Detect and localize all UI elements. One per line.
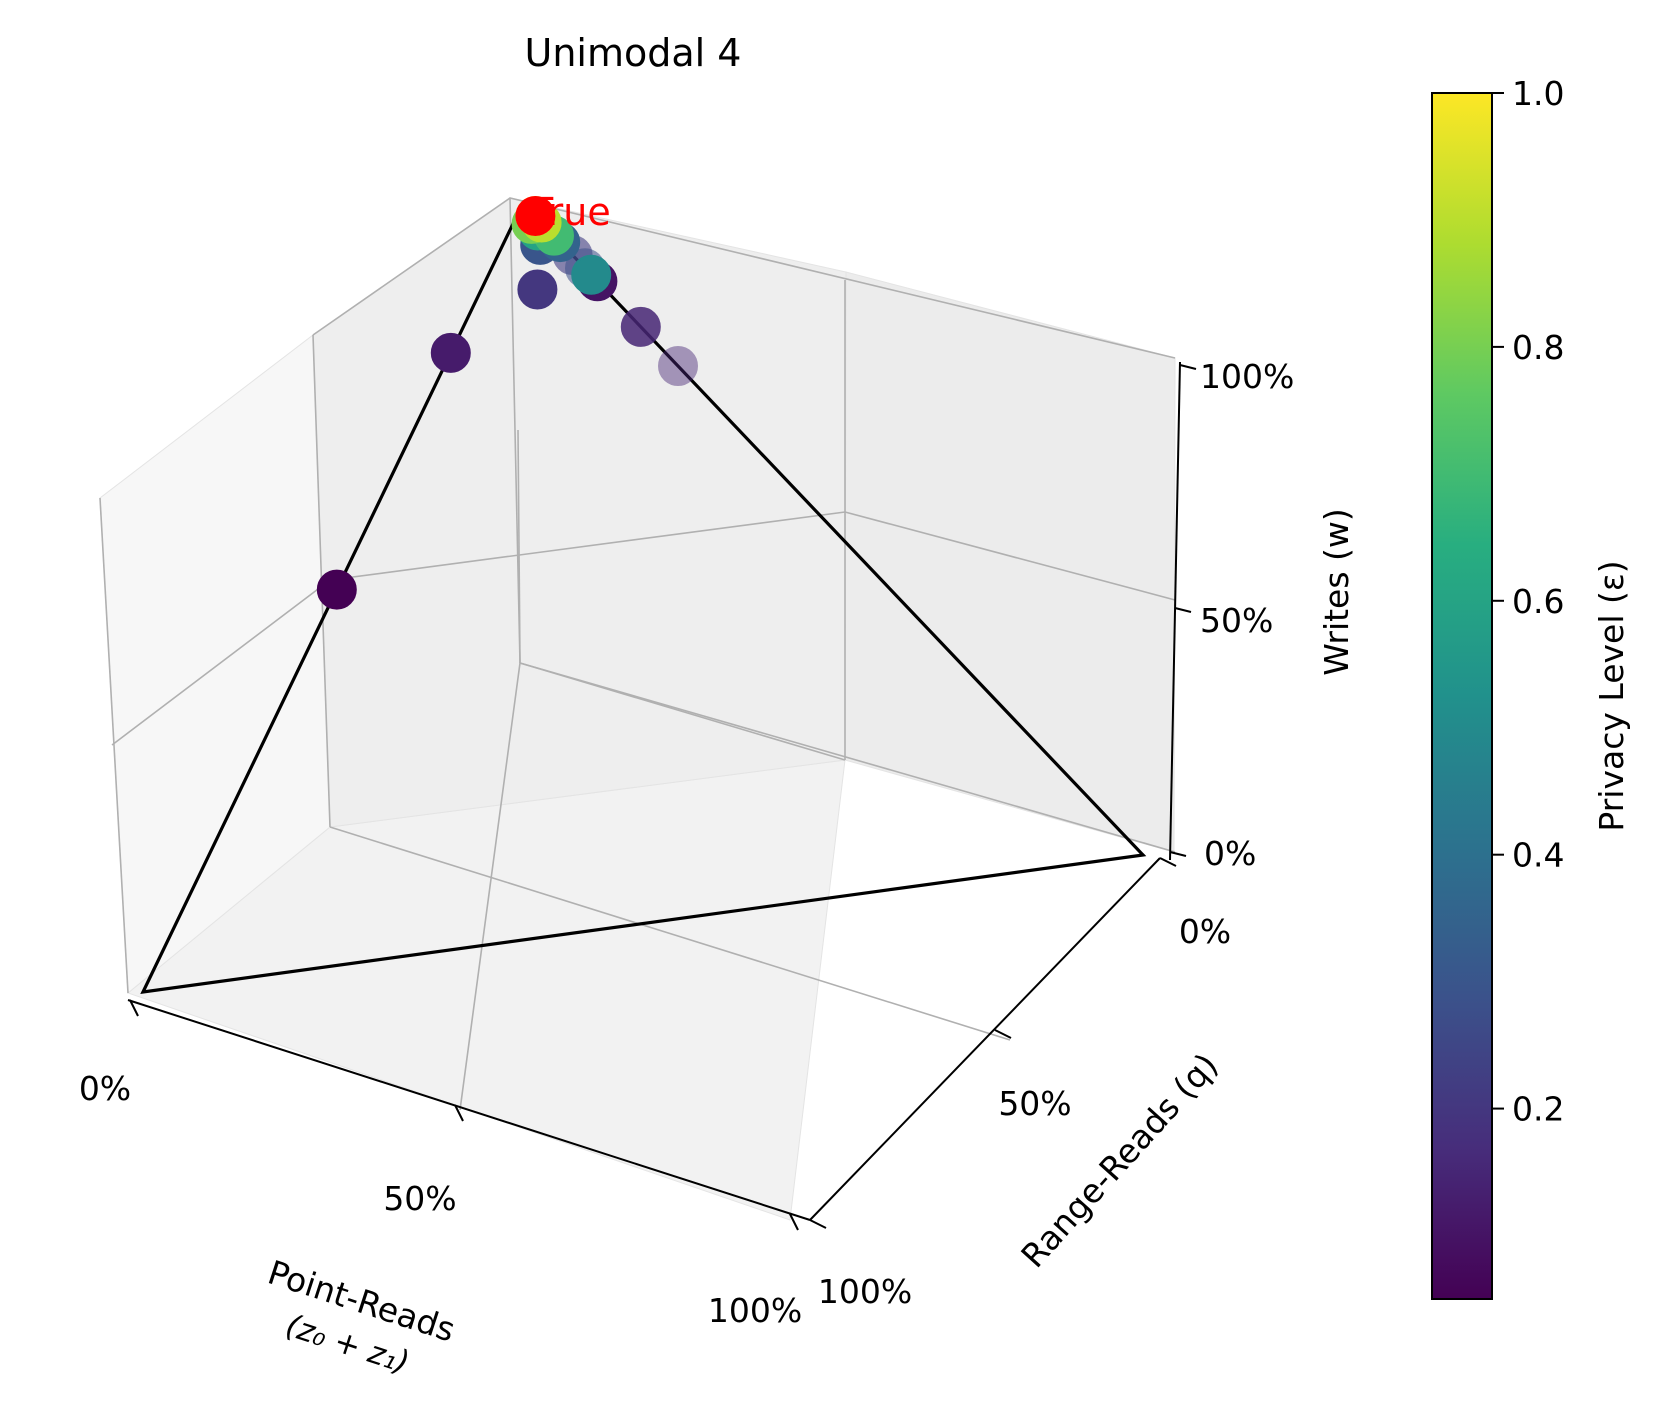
colorbar-tick-label-1: 0.4	[1512, 836, 1564, 875]
z-axis-line	[1169, 361, 1181, 861]
axes-panes	[99, 197, 1176, 1221]
colorbar-tick-label-0: 0.2	[1512, 1090, 1564, 1129]
y-tick-label-1: 50%	[998, 1084, 1071, 1123]
axis-lines	[127, 361, 1197, 1231]
colorbar: 0.2 0.4 0.6 0.8 1.0 Privacy Level (ε)	[1431, 74, 1631, 1300]
pane-back	[312, 197, 847, 828]
z-tick-2	[1179, 364, 1197, 370]
x-tick-label-2: 100%	[708, 1291, 802, 1330]
z-tick-label-0: 0%	[1204, 834, 1256, 873]
scatter-point-2	[620, 306, 661, 347]
x-axis-line	[127, 999, 811, 1221]
pane-right	[844, 271, 1176, 853]
chart-title: Unimodal 4	[525, 31, 742, 75]
y-tick-label-2: 100%	[818, 1272, 912, 1311]
colorbar-tick-label-2: 0.6	[1512, 582, 1564, 621]
z-tick-0	[1169, 851, 1187, 857]
z-tick-label-1: 50%	[1200, 601, 1273, 640]
y-axis-label: Range-Reads (q)	[1013, 1046, 1225, 1276]
x-tick-0	[129, 999, 139, 1017]
colorbar-tick-label-4: 1.0	[1512, 74, 1564, 113]
true-point-label: True	[529, 190, 611, 234]
x-tick-1	[454, 1104, 464, 1122]
scatter-point-10	[571, 254, 612, 295]
z-tick-1	[1174, 607, 1192, 613]
x-tick-2	[789, 1213, 799, 1231]
x-tick-label-1: 50%	[383, 1179, 456, 1218]
z-axis-label: Writes (w)	[1317, 508, 1356, 676]
grid-lines	[99, 197, 1176, 1111]
y-tick-label-0: 0%	[1179, 912, 1231, 951]
colorbar-label: Privacy Level (ε)	[1592, 560, 1631, 831]
y-tick-1	[994, 1029, 1012, 1039]
y-tick-2	[809, 1219, 827, 1229]
colorbar-ticks: 0.2 0.4 0.6 0.8 1.0	[1492, 74, 1564, 1129]
colorbar-tick-label-3: 0.8	[1512, 328, 1564, 367]
x-axis-label: Point-Reads (z₀ + z₁)	[263, 1253, 460, 1382]
y-axis-line	[809, 857, 1161, 1221]
scatter-point-0	[316, 569, 357, 610]
x-tick-label-0: 0%	[79, 1069, 131, 1108]
scatter-layer	[316, 196, 698, 610]
scatter-point-5	[517, 269, 558, 310]
y-tick-0	[1159, 857, 1177, 867]
colorbar-gradient	[1431, 92, 1493, 1300]
z-tick-label-2: 100%	[1200, 357, 1294, 396]
true-point	[515, 196, 556, 237]
scatter-point-3	[658, 346, 698, 386]
scatter-point-1	[430, 332, 471, 373]
